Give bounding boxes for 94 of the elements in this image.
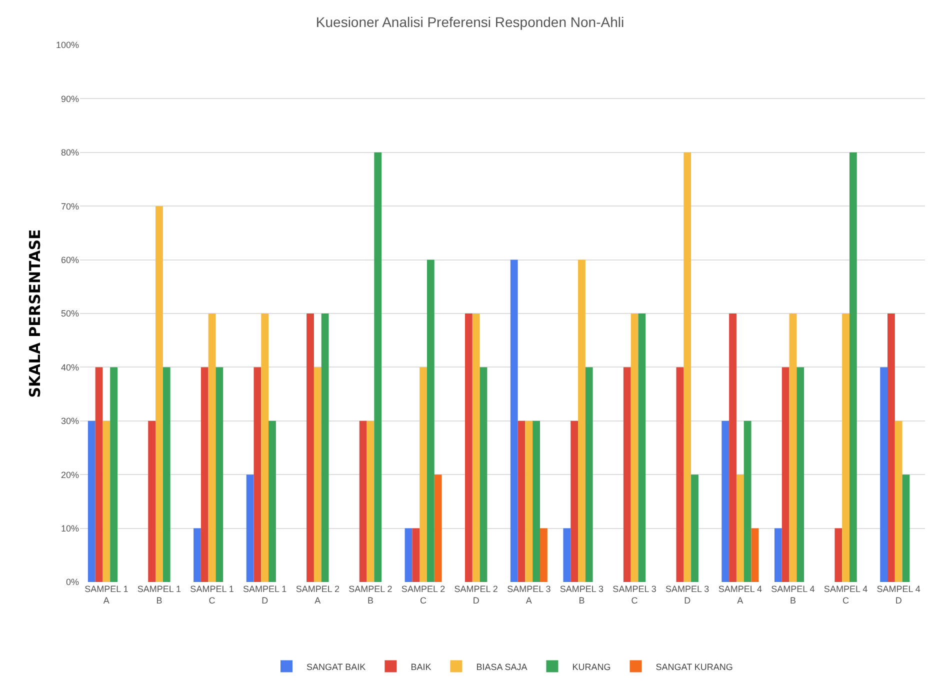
x-tick-label: SAMPEL 2 D <box>454 584 498 606</box>
x-tick-label: SAMPEL 4 A <box>718 584 762 606</box>
x-tick-label: SAMPEL 2 A <box>296 584 340 606</box>
x-tick-label: SAMPEL 4 B <box>771 584 815 606</box>
bar <box>774 528 782 582</box>
bar <box>246 474 254 582</box>
bar <box>684 152 692 582</box>
y-tick-label: 0% <box>66 577 79 588</box>
x-tick-label: SAMPEL 1 A <box>84 584 128 606</box>
bar <box>208 314 216 582</box>
y-tick-label: 10% <box>60 523 79 534</box>
bar <box>578 260 586 582</box>
bar <box>404 528 412 582</box>
bar <box>162 367 170 582</box>
bar <box>314 367 322 582</box>
bar <box>420 367 427 582</box>
bar <box>796 367 804 582</box>
bar <box>729 314 736 582</box>
y-tick-label: 80% <box>60 148 79 158</box>
bar <box>630 314 638 582</box>
bar <box>426 260 434 582</box>
bar <box>722 420 730 582</box>
bar <box>261 314 269 582</box>
y-tick-label: 50% <box>60 308 79 319</box>
y-tick-label: 70% <box>60 201 79 212</box>
bar <box>148 420 156 582</box>
x-tick-label: SAMPEL 1 C <box>190 584 234 606</box>
bar <box>359 420 367 582</box>
y-tick-label: 20% <box>60 470 79 480</box>
bar <box>834 528 842 582</box>
bar <box>902 474 910 582</box>
x-tick-label: SAMPEL 2 C <box>401 584 446 606</box>
x-tick-label: SAMPEL 4 C <box>824 584 868 606</box>
y-tick-label: 100% <box>56 40 79 50</box>
bar <box>638 314 646 582</box>
legend-label: SANGAT KURANG <box>656 662 733 672</box>
bar <box>894 420 902 582</box>
bar <box>306 314 314 582</box>
bar <box>842 314 850 582</box>
bar <box>585 367 593 582</box>
legend-label: KURANG <box>572 662 611 672</box>
bar <box>525 420 533 582</box>
bar <box>366 420 374 582</box>
bar <box>849 152 857 582</box>
bar <box>676 367 684 582</box>
bar <box>570 420 578 582</box>
bar <box>254 367 262 582</box>
bar <box>563 528 571 582</box>
x-tick-label: SAMPEL 1 B <box>137 584 182 606</box>
bar <box>200 367 208 582</box>
y-axis-title: SKALA PERSENTASE <box>26 229 44 398</box>
y-tick-label: 60% <box>60 254 79 265</box>
bar <box>623 367 631 582</box>
x-tick-label: SAMPEL 4 D <box>876 584 920 606</box>
x-tick-label: SAMPEL 1 D <box>242 584 287 606</box>
bar <box>518 420 526 582</box>
y-tick-label: 90% <box>60 94 79 104</box>
bar <box>268 420 276 582</box>
bar <box>480 367 488 582</box>
bar <box>751 528 759 582</box>
bar <box>782 367 790 582</box>
x-tick-label: SAMPEL 2 B <box>348 584 392 606</box>
bar <box>691 474 698 582</box>
bar <box>789 314 797 582</box>
bar <box>744 420 752 582</box>
bar <box>736 474 744 582</box>
x-tick-label: SAMPEL 3 D <box>665 584 710 606</box>
legend-label: BAIK <box>410 662 432 672</box>
y-tick-label: 30% <box>60 416 79 426</box>
bar <box>88 420 96 582</box>
chart-title: Kuesioner Analisi Preferensi Responden Non-Ahli <box>316 14 624 30</box>
bar <box>95 367 103 582</box>
bar <box>194 528 201 582</box>
x-tick-label: SAMPEL 3 B <box>560 584 604 606</box>
bar <box>510 260 518 582</box>
bar <box>532 420 540 582</box>
bar <box>102 420 110 582</box>
bar <box>434 474 442 582</box>
legend-label: SANGAT BAIK <box>306 662 366 672</box>
legend-label: BIASA SAJA <box>476 662 528 672</box>
x-tick-label: SAMPEL 3 C <box>612 584 656 606</box>
bar <box>412 528 420 582</box>
bar <box>472 314 480 582</box>
bar <box>540 528 548 582</box>
bar <box>880 367 888 582</box>
bar <box>888 314 895 582</box>
bar <box>465 314 472 582</box>
y-tick-label: 40% <box>60 362 79 372</box>
bar <box>321 314 329 582</box>
bar <box>216 367 224 582</box>
bar <box>374 152 382 582</box>
bar <box>156 206 163 582</box>
bar <box>110 367 118 582</box>
x-tick-label: SAMPEL 3 A <box>507 584 551 606</box>
